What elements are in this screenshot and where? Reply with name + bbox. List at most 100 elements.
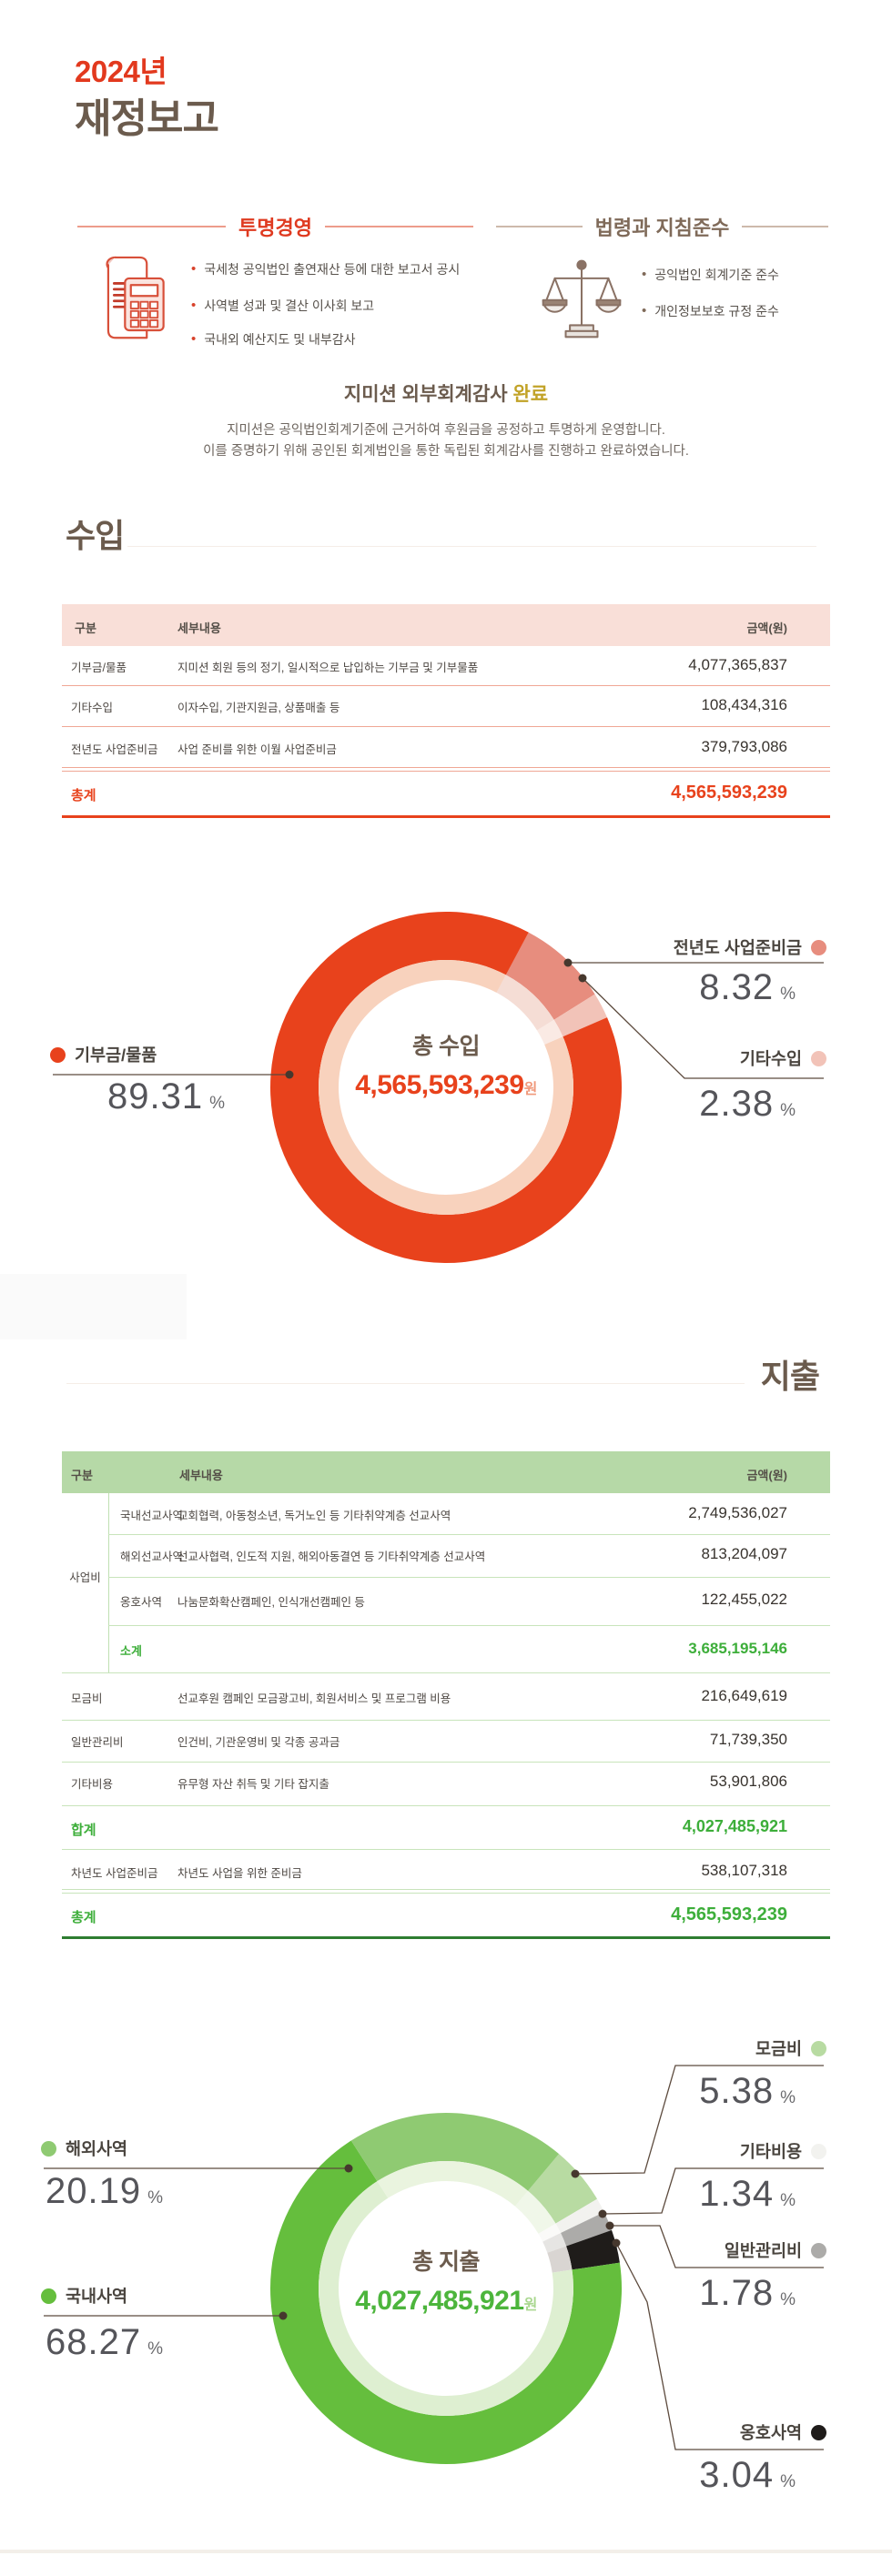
audit-org: 지미션 외부회계감사 bbox=[343, 384, 508, 405]
legend-donation: 기부금/물품 bbox=[50, 1043, 157, 1066]
pct-value: 8.32 bbox=[699, 967, 775, 1007]
leader-line bbox=[602, 2167, 824, 2215]
income-row-desc: 지미션 회원 등의 정기, 일시적으로 납입하는 기부금 및 기부물품 bbox=[177, 662, 479, 674]
report-year: 2024년 bbox=[75, 55, 167, 88]
expense-row-amount: 216,649,619 bbox=[701, 1687, 787, 1704]
income-section-title: 수입 bbox=[66, 517, 125, 554]
table-bottom-rule bbox=[62, 1936, 830, 1939]
bullet-text: 공익법인 회계기준 준수 bbox=[654, 268, 779, 282]
divider bbox=[324, 226, 473, 227]
expense-row-label: 모금비 bbox=[71, 1692, 103, 1705]
bullet-dot-icon: • bbox=[191, 298, 197, 313]
pct-domestic: 68.27% bbox=[46, 2322, 163, 2363]
bullet-text: 국세청 공익법인 출연재산 등에 대한 보고서 공시 bbox=[204, 262, 461, 277]
row-separator bbox=[108, 1577, 830, 1578]
legend-dot bbox=[811, 2242, 826, 2258]
transparency-bullet: • 사역별 성과 및 결산 이사회 보고 bbox=[191, 298, 473, 314]
income-total-label: 총계 bbox=[71, 788, 96, 803]
legend-label: 기타비용 bbox=[739, 2142, 802, 2161]
percent-sign: % bbox=[780, 2472, 796, 2491]
row-separator bbox=[62, 1762, 830, 1763]
expense-group-label: 사업비 bbox=[69, 1571, 101, 1584]
expense-sum-amount: 4,027,485,921 bbox=[682, 1817, 787, 1835]
expense-row-amount: 53,901,806 bbox=[709, 1773, 787, 1790]
leader-dot bbox=[578, 974, 587, 983]
legend-carryover: 전년도 사업준비금 bbox=[674, 935, 826, 959]
section-bg-block bbox=[0, 1274, 187, 1339]
legend-dot bbox=[811, 2143, 826, 2159]
bullet-text: 국내외 예산지도 및 내부감사 bbox=[204, 332, 356, 347]
leader-line bbox=[610, 2225, 824, 2268]
pct-value: 3.04 bbox=[699, 2455, 775, 2495]
legend-label: 일반관리비 bbox=[724, 2241, 802, 2260]
income-donut-title: 총 수입 bbox=[412, 1034, 480, 1059]
expense-subrow-amount: 122,455,022 bbox=[701, 1591, 787, 1608]
expense-row-desc: 선교후원 캠페인 모금광고비, 회원서비스 및 프로그램 비용 bbox=[177, 1692, 451, 1705]
expense-subrow-desc: 교회협력, 아동청소년, 독거노인 등 기타취약계층 선교사역 bbox=[177, 1510, 451, 1522]
transparency-bullet: • 국내외 예산지도 및 내부감사 bbox=[191, 331, 473, 348]
pillar-compliance-title: 법령과 지침준수 bbox=[594, 217, 730, 239]
row-separator bbox=[62, 1849, 830, 1850]
pct-overseas: 20.19% bbox=[46, 2171, 163, 2212]
page-bottom-divider bbox=[0, 2550, 892, 2553]
legend-dot bbox=[50, 1046, 66, 1063]
audit-title: 지미션 외부회계감사 완료 bbox=[0, 379, 892, 407]
pillar-transparency-header: 투명경영 bbox=[77, 212, 473, 241]
legend-dot bbox=[41, 2288, 56, 2304]
donut-segment bbox=[566, 2229, 620, 2270]
expense-row-desc: 유무형 자산 취득 및 기타 잡지출 bbox=[177, 1778, 329, 1791]
leader-dot bbox=[571, 2169, 580, 2178]
row-separator bbox=[108, 1625, 830, 1626]
legend-dot bbox=[811, 2424, 826, 2440]
donut-segment bbox=[553, 994, 608, 1037]
percent-sign: % bbox=[209, 1094, 226, 1113]
row-separator-double bbox=[62, 1893, 830, 1894]
row-separator-double bbox=[62, 771, 830, 772]
divider bbox=[127, 546, 816, 547]
divider bbox=[66, 1383, 745, 1384]
percent-sign: % bbox=[780, 2191, 796, 2210]
expense-subrow-amount: 813,204,097 bbox=[701, 1545, 787, 1562]
pct-value: 20.19 bbox=[46, 2171, 142, 2211]
income-row-amount: 4,077,365,837 bbox=[688, 656, 787, 673]
pct-other-income: 2.38% bbox=[699, 1084, 796, 1125]
income-table-header bbox=[62, 604, 830, 646]
expense-donut-title: 총 지출 bbox=[412, 2249, 480, 2275]
donut-segment bbox=[561, 2211, 613, 2247]
table-bottom-rule bbox=[62, 815, 830, 818]
bullet-text: 개인정보보호 규정 준수 bbox=[654, 304, 779, 318]
pct-value: 2.38 bbox=[699, 1084, 775, 1124]
legend-other-expense: 기타비용 bbox=[740, 2139, 826, 2163]
divider bbox=[742, 226, 829, 227]
income-header-amount: 금액(원) bbox=[746, 621, 787, 635]
expense-subrow-desc: 선교사협력, 인도적 지원, 해외아동결연 등 기타취약계층 선교사역 bbox=[177, 1551, 486, 1563]
donut-segment bbox=[527, 2154, 598, 2224]
leader-dot bbox=[279, 2311, 288, 2320]
transparency-bullet: • 국세청 공익법인 출연재산 등에 대한 보고서 공시 bbox=[191, 261, 473, 278]
expense-subtotal-label: 소계 bbox=[120, 1644, 142, 1658]
leader-dot bbox=[344, 2164, 353, 2173]
expense-section-title: 지출 bbox=[760, 1358, 820, 1395]
row-separator bbox=[62, 1805, 830, 1806]
pct-carryover: 8.32% bbox=[699, 967, 796, 1008]
income-header-detail: 세부내용 bbox=[177, 621, 221, 635]
expense-donut-chart bbox=[44, 2065, 824, 2465]
leader-dot bbox=[563, 958, 573, 967]
leader-line bbox=[615, 2242, 824, 2450]
donut-segment bbox=[505, 932, 595, 1020]
expense-header-detail: 세부내용 bbox=[179, 1469, 223, 1482]
leader-dot bbox=[285, 1070, 294, 1079]
legend-label: 해외사역 bbox=[66, 2139, 128, 2158]
expense-carry-amount: 538,107,318 bbox=[701, 1862, 787, 1879]
income-row-label: 전년도 사업준비금 bbox=[71, 743, 158, 756]
percent-sign: % bbox=[780, 2088, 796, 2107]
legend-label: 기부금/물품 bbox=[75, 1046, 157, 1065]
leader-dot bbox=[605, 2221, 614, 2230]
income-row-label: 기타수입 bbox=[71, 702, 114, 714]
divider bbox=[77, 226, 227, 227]
donut-segment bbox=[269, 2140, 622, 2465]
donut-segment bbox=[555, 2198, 604, 2234]
pct-advocacy: 3.04% bbox=[699, 2455, 796, 2496]
legend-dot bbox=[41, 2140, 56, 2157]
expense-header-category: 구분 bbox=[71, 1469, 93, 1482]
